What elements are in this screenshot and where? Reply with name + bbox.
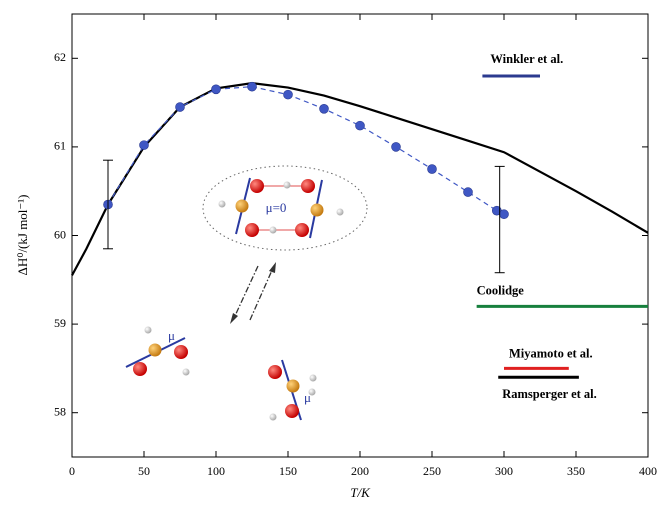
x-tick-label: 350: [567, 464, 585, 478]
data-point: [319, 104, 329, 114]
data-point: [139, 140, 149, 150]
x-tick-label: 100: [207, 464, 225, 478]
x-tick-label: 200: [351, 464, 369, 478]
x-tick-label: 50: [138, 464, 150, 478]
x-tick-label: 300: [495, 464, 513, 478]
data-point: [283, 89, 293, 100]
arrow-head: [269, 262, 276, 273]
y-tick-label: 62: [54, 50, 66, 64]
data-point: [463, 187, 473, 197]
annotation: μ: [168, 328, 175, 343]
x-tick-label: 0: [69, 464, 75, 478]
data-point: [499, 209, 509, 220]
arrows: [233, 265, 274, 321]
y-tick-label: 59: [54, 316, 66, 330]
line-label: Miyamoto et al.: [509, 346, 593, 360]
data-point: [175, 102, 185, 112]
x-tick-label: 250: [423, 464, 441, 478]
data-point: [391, 142, 401, 152]
arrow-head: [230, 313, 238, 324]
monomer-illustration: μ: [125, 326, 190, 376]
line-label: Ramsperger et al.: [502, 387, 597, 401]
data-point: [211, 84, 221, 95]
annotation: μ: [304, 390, 311, 405]
y-tick-label: 58: [54, 404, 66, 418]
line-label: Winkler et al.: [490, 52, 563, 66]
annotation: μ=0: [266, 200, 287, 215]
x-tick-label: 150: [279, 464, 297, 478]
y-tick-label: 60: [54, 227, 66, 241]
dimer-illustration: μ=0: [202, 165, 368, 251]
line-label: Coolidge: [477, 283, 525, 297]
series-line: [107, 86, 505, 215]
data-point: [247, 81, 257, 92]
data-point: [355, 120, 365, 131]
x-tick-label: 400: [639, 464, 657, 478]
data-point: [427, 164, 437, 174]
x-axis-label: T/K: [350, 485, 371, 500]
y-tick-label: 61: [54, 139, 66, 153]
series-line: [71, 81, 649, 276]
y-axis-label: ΔH⁰/(kJ mol⁻¹): [15, 194, 30, 275]
monomer-illustration: μ: [268, 359, 317, 421]
